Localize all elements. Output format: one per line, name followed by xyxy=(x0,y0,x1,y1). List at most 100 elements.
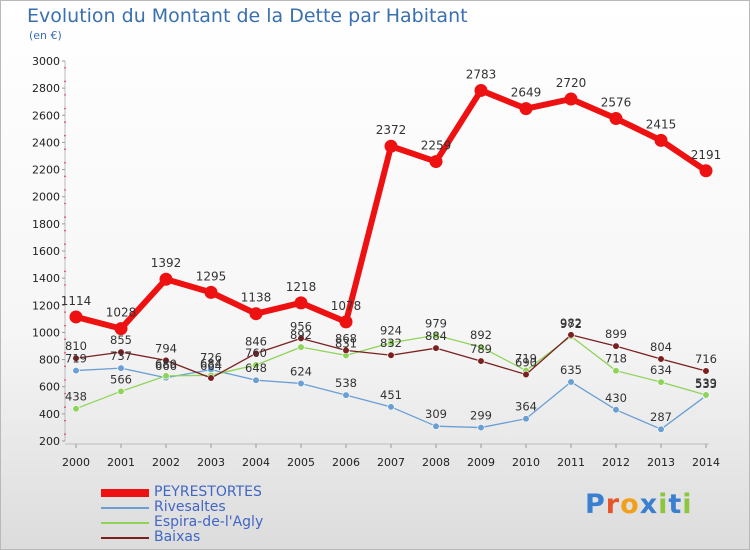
data-point xyxy=(612,367,620,375)
y-tick-label: 2600 xyxy=(32,109,60,122)
data-point xyxy=(252,361,260,369)
x-tick-label: 2008 xyxy=(422,456,450,469)
proxiti-logo: Proxiti xyxy=(585,489,693,520)
data-point xyxy=(522,370,530,379)
data-label: 2783 xyxy=(466,67,497,81)
legend-item-1: Rivesaltes xyxy=(101,500,263,515)
data-label: 855 xyxy=(110,333,132,347)
data-point xyxy=(117,387,125,395)
data-label: 1078 xyxy=(331,299,362,313)
data-point xyxy=(654,133,668,147)
y-tick-label: 600 xyxy=(39,381,60,394)
data-point xyxy=(297,343,305,351)
data-point xyxy=(477,423,485,432)
data-label: 892 xyxy=(290,328,312,342)
data-point xyxy=(477,357,485,365)
data-point xyxy=(162,356,170,364)
y-tick-label: 1200 xyxy=(32,299,60,312)
data-label: 287 xyxy=(650,410,672,424)
data-label: 982 xyxy=(560,316,582,330)
y-minor-tick xyxy=(64,229,66,232)
logo-letter: i xyxy=(682,489,693,520)
data-label: 718 xyxy=(605,352,627,366)
y-minor-tick xyxy=(64,216,66,218)
data-label: 794 xyxy=(155,341,177,355)
legend-swatch-1 xyxy=(101,506,149,509)
data-label: 2720 xyxy=(556,76,587,90)
y-tick-label: 2400 xyxy=(32,136,60,149)
data-point xyxy=(609,112,623,126)
data-point xyxy=(474,83,488,97)
data-label: 1138 xyxy=(241,291,272,305)
data-point xyxy=(612,342,620,350)
data-label: 789 xyxy=(470,342,492,356)
logo-letter: i xyxy=(658,489,669,520)
data-point xyxy=(432,331,440,339)
data-point xyxy=(429,155,443,169)
data-point xyxy=(384,139,398,153)
data-label: 1295 xyxy=(196,269,227,283)
x-tick-label: 2006 xyxy=(332,456,360,469)
data-label: 538 xyxy=(335,376,357,390)
data-label: 635 xyxy=(560,363,582,377)
data-label: 309 xyxy=(425,407,447,421)
y-minor-tick xyxy=(64,270,66,273)
data-label: 2576 xyxy=(601,96,632,110)
y-minor-tick xyxy=(64,107,66,110)
legend-swatch-3 xyxy=(101,536,149,539)
x-tick-label: 2013 xyxy=(647,456,675,469)
legend-item-3: Baixas xyxy=(101,530,263,545)
legend-label-3: Baixas xyxy=(154,529,201,545)
data-point xyxy=(657,355,665,363)
y-minor-tick xyxy=(64,66,66,69)
y-minor-tick xyxy=(64,297,66,300)
data-label: 719 xyxy=(65,352,87,366)
data-point xyxy=(477,343,485,351)
chart-title: Evolution du Montant de la Dette par Hab… xyxy=(27,5,468,27)
data-point xyxy=(207,374,215,382)
data-point xyxy=(72,366,80,375)
x-tick-label: 2000 xyxy=(62,456,90,469)
y-minor-tick xyxy=(64,392,66,395)
data-point xyxy=(204,285,218,299)
data-label: 1392 xyxy=(151,256,182,270)
y-tick-label: 1800 xyxy=(32,218,60,231)
data-point xyxy=(297,379,305,388)
legend-item-0: PEYRESTORTES xyxy=(101,485,263,500)
x-tick-label: 2005 xyxy=(287,456,315,469)
y-minor-tick xyxy=(64,311,66,313)
data-label: 1218 xyxy=(286,280,317,294)
y-minor-tick xyxy=(64,175,66,178)
data-label: 972 xyxy=(560,317,582,331)
y-minor-tick xyxy=(64,161,66,164)
data-label: 2415 xyxy=(646,117,677,131)
y-minor-tick xyxy=(64,256,66,259)
y-minor-tick xyxy=(64,80,66,83)
logo-letter: r xyxy=(605,489,621,520)
logo-letter: o xyxy=(620,489,640,520)
data-label: 566 xyxy=(110,372,132,386)
data-label: 634 xyxy=(650,363,672,377)
y-minor-tick xyxy=(64,324,66,327)
y-tick-label: 1600 xyxy=(32,245,60,258)
data-label: 979 xyxy=(425,316,447,330)
data-point xyxy=(72,354,80,362)
data-point xyxy=(159,272,173,286)
data-point xyxy=(297,334,305,343)
data-label: 666 xyxy=(155,359,177,373)
data-label: 648 xyxy=(245,361,267,375)
data-label: 884 xyxy=(425,329,447,343)
data-label: 690 xyxy=(515,356,537,370)
data-point xyxy=(342,346,350,354)
y-tick-label: 2200 xyxy=(32,164,60,177)
x-tick-label: 2007 xyxy=(377,456,405,469)
data-label: 892 xyxy=(470,328,492,342)
data-point xyxy=(387,351,395,359)
data-point xyxy=(387,403,395,411)
data-label: 726 xyxy=(200,351,222,365)
data-label: 684 xyxy=(200,356,222,370)
data-label: 1114 xyxy=(61,294,92,308)
y-tick-label: 2000 xyxy=(32,191,60,204)
data-label: 624 xyxy=(290,364,312,378)
